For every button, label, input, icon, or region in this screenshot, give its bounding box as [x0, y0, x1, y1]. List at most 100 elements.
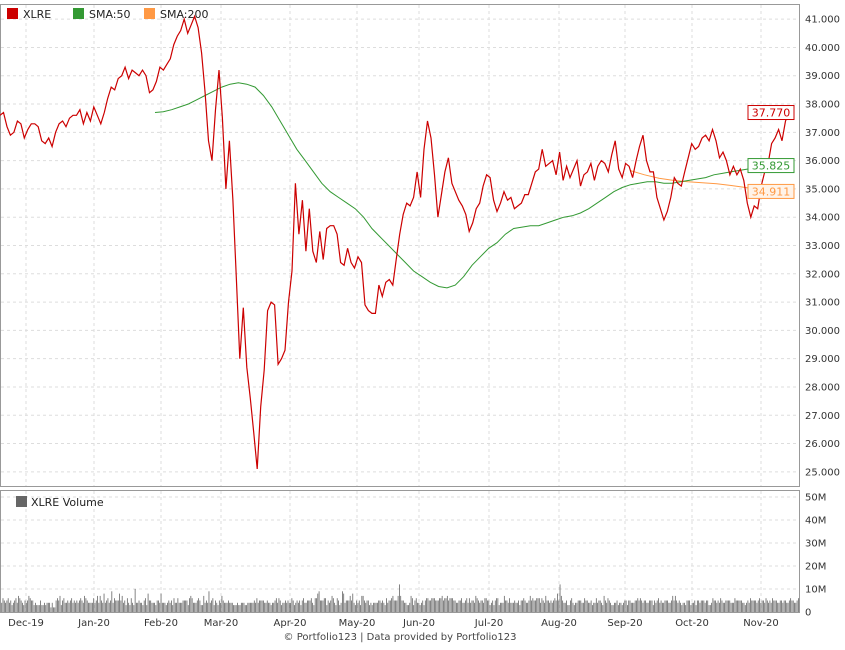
volume-bar: [159, 602, 161, 612]
volume-bar: [673, 600, 675, 612]
volume-bar: [124, 600, 126, 612]
volume-bar: [378, 600, 380, 612]
volume-bar: [75, 602, 76, 612]
volume-bar: [733, 602, 735, 612]
volume-bar: [156, 600, 158, 612]
volume-bar: [400, 595, 402, 612]
volume-bar: [58, 600, 60, 612]
volume-bar: [533, 600, 535, 612]
volume-bar: [746, 602, 747, 612]
volume-bar: [637, 598, 639, 612]
volume-bar: [2, 598, 4, 612]
volume-bar: [500, 602, 501, 612]
legend-label-sma50: SMA:50: [89, 8, 131, 21]
volume-bar: [121, 595, 123, 612]
volume-bar: [322, 600, 324, 612]
volume-bar: [375, 602, 377, 612]
volume-bar: [711, 602, 713, 612]
volume-bar: [240, 602, 242, 612]
volume-bar: [493, 605, 495, 612]
volume-bar: [577, 600, 579, 612]
volume-bar: [217, 605, 219, 612]
volume-tick-label: 50M: [805, 493, 826, 504]
volume-bar: [67, 600, 69, 612]
volume-bar: [145, 598, 146, 612]
volume-bar: [151, 602, 153, 612]
volume-bars: [1, 584, 799, 612]
volume-bar: [428, 600, 430, 612]
volume-bar: [738, 600, 740, 612]
volume-bar: [384, 605, 386, 612]
volume-bar: [786, 602, 788, 612]
volume-bar: [497, 598, 499, 612]
last-value-box: [747, 105, 795, 121]
volume-bar: [523, 598, 525, 612]
date-tick-label: Aug-20: [541, 618, 577, 629]
volume-bar: [791, 600, 793, 612]
volume-bar: [115, 600, 117, 612]
volume-bar: [630, 602, 632, 612]
volume-bar: [496, 598, 497, 612]
volume-bar: [726, 600, 728, 612]
volume-bar: [91, 602, 93, 612]
volume-bar: [393, 600, 395, 612]
volume-bar: [461, 598, 462, 612]
volume-bar: [452, 598, 453, 612]
volume-bar: [309, 600, 311, 612]
volume-bar: [126, 598, 128, 612]
volume-bar: [128, 602, 130, 612]
volume-bar: [158, 600, 159, 612]
volume-bar: [338, 600, 339, 612]
volume-bar: [518, 600, 519, 612]
volume-bar: [639, 598, 641, 612]
volume-bar: [554, 598, 556, 612]
volume-bar: [435, 600, 437, 612]
volume-bar: [125, 605, 127, 612]
volume-bar: [391, 598, 393, 612]
volume-bar: [212, 598, 214, 612]
volume-bar: [266, 600, 268, 612]
volume-bar: [282, 602, 284, 612]
volume-bar: [756, 602, 758, 612]
volume-bar: [335, 605, 337, 612]
volume-bar: [715, 600, 716, 612]
volume-bar: [190, 595, 192, 612]
volume-bar: [575, 602, 576, 612]
date-tick-label: Jun-20: [402, 618, 435, 629]
volume-bar: [259, 600, 260, 612]
volume-bar: [480, 600, 482, 612]
volume-bar: [542, 600, 544, 612]
volume-bar: [40, 600, 41, 612]
volume-bar: [6, 600, 8, 612]
volume-bar: [294, 605, 295, 612]
volume-bar: [261, 600, 263, 612]
volume-bar: [693, 602, 694, 612]
volume-bar: [511, 602, 513, 612]
volume-bar: [242, 602, 244, 612]
volume-bar: [195, 602, 197, 612]
volume-bar: [285, 600, 286, 612]
volume-bar: [522, 600, 523, 612]
volume-bar: [272, 602, 273, 612]
volume-bar: [664, 600, 666, 612]
volume-bar: [296, 600, 298, 612]
volume-bar: [599, 600, 601, 612]
volume-bar: [665, 600, 667, 612]
volume-bar: [364, 600, 365, 612]
volume-bar: [721, 600, 723, 612]
volume-bar: [253, 600, 255, 612]
volume-bar: [9, 602, 10, 612]
volume-bar: [775, 600, 777, 612]
volume-bar: [53, 607, 54, 612]
volume-bar: [255, 602, 257, 612]
volume-bar: [436, 600, 438, 612]
volume-bar: [208, 591, 210, 612]
volume-bar: [772, 598, 773, 612]
volume-bar: [744, 605, 746, 612]
volume-bar: [12, 602, 14, 612]
volume-bar: [408, 605, 409, 612]
volume-bar: [792, 600, 794, 612]
volume-bar: [205, 600, 207, 612]
volume-bar: [606, 602, 608, 612]
volume-bar: [463, 602, 465, 612]
